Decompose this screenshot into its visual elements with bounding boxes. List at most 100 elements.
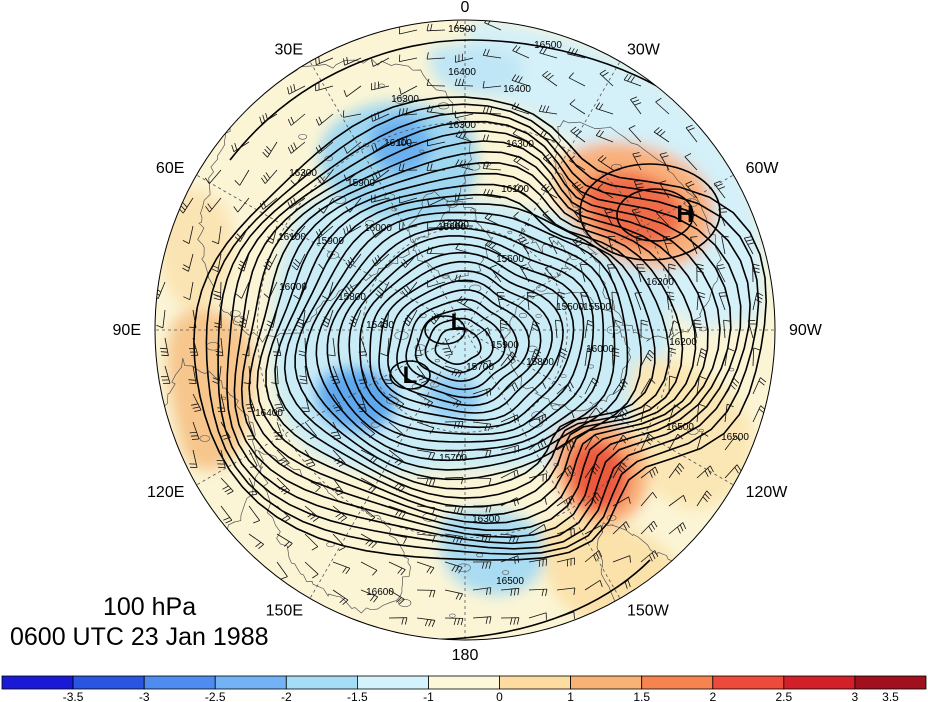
wind-barb [662,236,673,255]
wind-barb [718,208,727,227]
wind-barb [623,73,642,87]
island [229,310,241,317]
wind-barb [668,522,687,535]
meridian-line [464,61,621,331]
wind-barb [233,197,250,213]
high-center-label: H [676,201,693,228]
wind-barb [444,421,464,429]
wind-barb [696,432,709,451]
wind-barb [248,505,261,524]
wind-barb [485,239,502,255]
colorbar-label: -2.5 [205,690,226,702]
height-contour [434,326,482,366]
island [233,315,246,323]
wind-barb [426,78,446,87]
wind-barb [217,393,226,412]
wind-barb [416,365,428,384]
wind-barb [388,589,405,605]
wind-barb [556,557,575,567]
wind-barb [528,413,547,425]
island [333,195,347,204]
wind-barb [273,337,282,356]
wind-barb [454,78,474,87]
wind-barb [571,181,586,199]
wind-barb [472,327,491,339]
wind-barb [668,263,676,283]
wind-barb [276,505,291,523]
wind-barb [416,477,436,486]
wind-barb [455,53,474,63]
coastline [197,57,472,343]
wind-barb [160,337,169,357]
wind-barb [237,253,250,272]
colorbar-label: 1.5 [633,690,650,702]
wind-barb [696,291,706,311]
wind-barb [454,274,474,283]
wind-barb [304,421,317,440]
wind-barb [500,444,519,454]
wind-barb [511,102,530,115]
lon-label: 180 [452,647,479,664]
wind-barb [348,309,362,328]
wind-barb [372,253,390,267]
wind-barb [332,449,346,467]
wind-barb [287,113,306,126]
colorbar-box [641,675,714,690]
wind-barb [668,494,687,507]
wind-barb [426,246,446,255]
wind-barb [416,533,436,543]
wind-barb [371,111,390,122]
colorbar-box [72,675,145,690]
wind-barb [317,169,334,185]
wind-barb [455,130,474,143]
wind-barb [584,347,595,367]
island [507,230,513,234]
wind-barb [500,497,519,507]
wind-barb [580,292,589,311]
wind-barb [528,320,540,339]
contour-label: 16500 [496,576,524,587]
wind-barb [243,365,251,385]
wind-barb [611,291,619,311]
wind-barb [276,477,290,495]
wind-barb [299,365,308,385]
wind-barb [248,533,264,550]
wind-barb [388,617,408,625]
wind-barb [371,141,390,153]
warm-core-north-atlantic [582,172,683,246]
wind-barb [205,197,222,213]
wind-barb [544,264,558,283]
wind-barb [290,169,306,186]
wind-barb [182,225,194,244]
wind-barb [384,365,393,385]
wind-barb [528,438,547,451]
wind-barb [427,222,446,230]
wind-barb [429,309,446,325]
wind-barb [360,533,377,549]
low-center-label: L [451,309,466,336]
wind-barb [482,81,502,89]
island [449,613,456,618]
wind-barb [398,163,418,171]
wind-barb [472,616,492,624]
contour-label: 15500 [556,302,584,313]
island [699,326,707,332]
wind-barb [416,449,436,460]
colorbar-label: 3.5 [882,690,899,702]
wind-barb [304,449,316,468]
wind-barb [235,281,250,299]
lon-label: 120E [147,484,184,501]
wind-barb [330,421,342,440]
wind-barb [500,351,517,367]
contour-label: 15900 [491,340,519,351]
wind-barb [472,477,492,486]
wind-barb [570,126,586,143]
wind-barb [668,347,677,367]
height-contour [315,219,616,462]
wind-barb [572,237,586,255]
contour-label: 16000 [441,220,469,231]
wind-barb [321,281,334,300]
wind-barb [248,477,258,496]
wind-barb [584,492,602,507]
wind-barb [500,414,519,424]
